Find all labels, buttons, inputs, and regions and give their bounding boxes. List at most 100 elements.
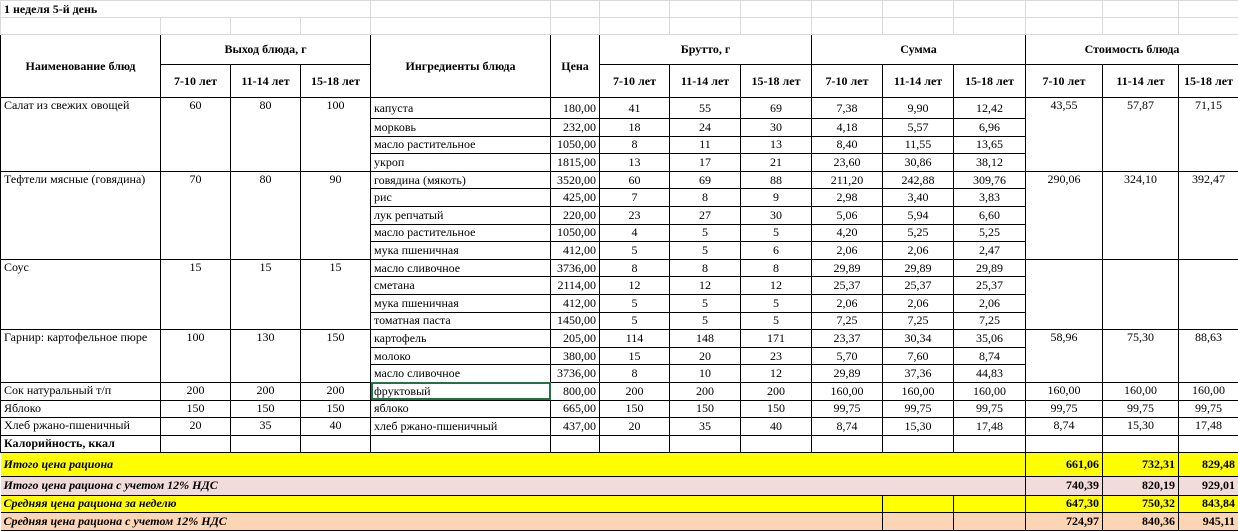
empty-cell[interactable]: [551, 435, 600, 452]
ingredient-brutto[interactable]: 150: [741, 400, 812, 418]
header-price[interactable]: Цена: [551, 35, 600, 98]
ingredient-name[interactable]: лук репчатый: [371, 206, 551, 224]
ingredient-brutto[interactable]: 20: [600, 418, 670, 436]
ingredient-sum[interactable]: 3,40: [883, 189, 954, 207]
header-dish-name[interactable]: Наименование блюд: [1, 35, 161, 98]
summary-label[interactable]: Средняя цена рациона с учетом 12% НДС: [1, 512, 883, 530]
dish-yield[interactable]: 40: [301, 418, 371, 436]
empty-cell[interactable]: [1179, 1, 1238, 18]
ingredient-sum[interactable]: 5,25: [954, 224, 1026, 242]
ingredient-sum[interactable]: 23,37: [812, 330, 883, 348]
header-age[interactable]: 7-10 лет: [812, 65, 883, 98]
ingredient-price[interactable]: 412,00: [551, 294, 600, 312]
empty-cell[interactable]: [741, 18, 812, 35]
dish-name[interactable]: Соус: [1, 259, 161, 329]
empty-cell[interactable]: [600, 1, 670, 18]
dish-yield[interactable]: 20: [161, 418, 231, 436]
dish-yield[interactable]: 80: [231, 171, 301, 259]
ingredient-sum[interactable]: 6,60: [954, 206, 1026, 224]
ingredient-brutto[interactable]: 55: [670, 98, 741, 119]
dish-yield[interactable]: 15: [161, 259, 231, 329]
summary-label[interactable]: Итого цена рациона: [1, 452, 1026, 476]
ingredient-brutto[interactable]: 40: [741, 418, 812, 436]
ingredient-brutto[interactable]: 21: [741, 154, 812, 172]
empty-cell[interactable]: [741, 435, 812, 452]
ingredient-name[interactable]: фруктовый: [371, 382, 551, 400]
dish-yield[interactable]: 70: [161, 171, 231, 259]
empty-cell[interactable]: [741, 1, 812, 18]
dish-yield[interactable]: 35: [231, 418, 301, 436]
dish-yield[interactable]: 80: [231, 98, 301, 172]
ingredient-brutto[interactable]: 148: [670, 330, 741, 348]
ingredient-sum[interactable]: 5,70: [812, 347, 883, 365]
header-sum[interactable]: Сумма: [812, 35, 1026, 65]
title-cell[interactable]: 1 неделя 5-й день: [1, 1, 371, 18]
ingredient-sum[interactable]: 38,12: [954, 154, 1026, 172]
ingredient-brutto[interactable]: 23: [741, 347, 812, 365]
header-yield[interactable]: Выход блюда, г: [161, 35, 371, 65]
ingredient-name[interactable]: капуста: [371, 98, 551, 119]
empty-cell[interactable]: [231, 435, 301, 452]
ingredient-name[interactable]: томатная паста: [371, 312, 551, 330]
ingredient-brutto[interactable]: 150: [600, 400, 670, 418]
empty-cell[interactable]: [883, 18, 954, 35]
dish-cost[interactable]: 71,15: [1179, 98, 1238, 172]
summary-value[interactable]: 724,97: [1026, 512, 1103, 530]
ingredient-sum[interactable]: 17,48: [954, 418, 1026, 436]
empty-cell[interactable]: [301, 435, 371, 452]
ingredient-sum[interactable]: 99,75: [883, 400, 954, 418]
ingredient-sum[interactable]: 5,94: [883, 206, 954, 224]
ingredient-brutto[interactable]: 35: [670, 418, 741, 436]
ingredient-brutto[interactable]: 5: [670, 224, 741, 242]
empty-cell[interactable]: [812, 435, 883, 452]
dish-yield[interactable]: 60: [161, 98, 231, 172]
empty-cell[interactable]: [161, 435, 231, 452]
dish-cost[interactable]: 290,06: [1026, 171, 1103, 259]
empty-cell[interactable]: [883, 435, 954, 452]
ingredient-sum[interactable]: 7,60: [883, 347, 954, 365]
ingredient-brutto[interactable]: 7: [600, 189, 670, 207]
empty-cell[interactable]: [1179, 435, 1238, 452]
ingredient-price[interactable]: 380,00: [551, 347, 600, 365]
summary-value[interactable]: 945,11: [1179, 512, 1238, 530]
empty-cell[interactable]: [600, 18, 670, 35]
empty-cell[interactable]: [551, 1, 600, 18]
ingredient-brutto[interactable]: 69: [670, 171, 741, 189]
dish-yield[interactable]: 150: [301, 330, 371, 383]
dish-cost[interactable]: 15,30: [1103, 418, 1179, 436]
empty-cell[interactable]: [1179, 18, 1238, 35]
ingredient-sum[interactable]: 99,75: [954, 400, 1026, 418]
empty-cell[interactable]: [670, 1, 741, 18]
ingredient-brutto[interactable]: 24: [670, 119, 741, 137]
empty-cell[interactable]: [954, 512, 1026, 530]
ingredient-sum[interactable]: 29,89: [812, 365, 883, 383]
ingredient-sum[interactable]: 5,25: [883, 224, 954, 242]
empty-cell[interactable]: [1103, 1, 1179, 18]
dish-cost[interactable]: 324,10: [1103, 171, 1179, 259]
header-age[interactable]: 11-14 лет: [231, 65, 301, 98]
header-age[interactable]: 7-10 лет: [1026, 65, 1103, 98]
ingredient-brutto[interactable]: 88: [741, 171, 812, 189]
ingredient-name[interactable]: сметана: [371, 277, 551, 295]
empty-cell[interactable]: [301, 18, 371, 35]
ingredient-price[interactable]: 205,00: [551, 330, 600, 348]
dish-name[interactable]: Яблоко: [1, 400, 161, 418]
dish-cost[interactable]: [1026, 259, 1103, 329]
ingredient-brutto[interactable]: 10: [670, 365, 741, 383]
header-cost[interactable]: Стоимость блюда: [1026, 35, 1238, 65]
header-age[interactable]: 15-18 лет: [1179, 65, 1238, 98]
dish-name[interactable]: Салат из свежих овощей: [1, 98, 161, 172]
ingredient-brutto[interactable]: 5: [600, 312, 670, 330]
ingredient-brutto[interactable]: 5: [741, 312, 812, 330]
dish-yield[interactable]: 150: [301, 400, 371, 418]
ingredient-sum[interactable]: 2,98: [812, 189, 883, 207]
ingredient-price[interactable]: 220,00: [551, 206, 600, 224]
dish-name[interactable]: Сок натуральный т/п: [1, 382, 161, 400]
ingredient-name[interactable]: масло сливочное: [371, 259, 551, 277]
dish-cost[interactable]: 57,87: [1103, 98, 1179, 172]
ingredient-price[interactable]: 1815,00: [551, 154, 600, 172]
ingredient-brutto[interactable]: 9: [741, 189, 812, 207]
ingredient-brutto[interactable]: 60: [600, 171, 670, 189]
ingredient-brutto[interactable]: 23: [600, 206, 670, 224]
header-ingredients[interactable]: Ингредиенты блюда: [371, 35, 551, 98]
